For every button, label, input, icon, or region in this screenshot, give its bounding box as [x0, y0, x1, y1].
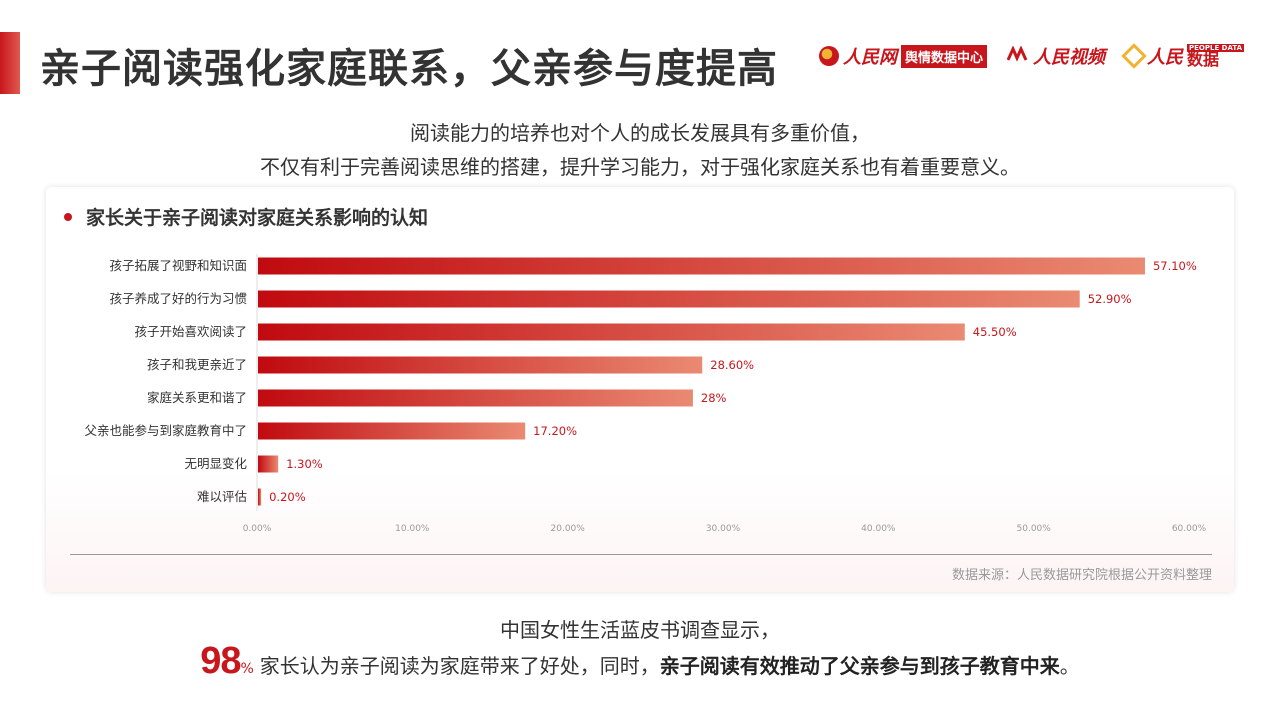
bar — [258, 290, 1080, 308]
people-video-logo: 人民视频 — [1006, 43, 1105, 69]
x-tick-label: 0.00% — [243, 524, 272, 534]
summary-text-plain: 家长认为亲子阅读为家庭带来了好处，同时， — [259, 654, 660, 678]
bar — [258, 488, 262, 506]
category-label: 孩子拓展了视野和知识面 — [109, 258, 247, 273]
category-label: 父亲也能参与到家庭教育中了 — [84, 423, 247, 438]
intro-line-1: 阅读能力的培养也对个人的成长发展具有多重价值， — [410, 121, 870, 145]
value-label: 52.90% — [1088, 292, 1132, 306]
x-tick-label: 50.00% — [1017, 524, 1052, 534]
summary-line-1: 中国女性生活蓝皮书调查显示， — [500, 618, 780, 642]
people-video-mark-icon — [1006, 45, 1029, 66]
people-cn-logo-text: 人民网 — [842, 47, 897, 68]
x-tick-label: 60.00% — [1172, 524, 1207, 534]
bullet-dot-icon — [64, 213, 72, 221]
people-data-logo-text: 数据 — [1186, 50, 1219, 69]
summary-text-end: 。 — [1059, 654, 1080, 678]
category-label: 孩子养成了好的行为习惯 — [109, 291, 247, 306]
yuqing-logo-box: 舆情数据中心 — [900, 44, 987, 68]
x-tick-label: 40.00% — [861, 524, 896, 534]
summary-percent-sign: % — [240, 661, 254, 677]
bar — [258, 257, 1145, 275]
value-label: 45.50% — [973, 325, 1017, 339]
logo-group: 人民网 舆情数据中心 人民视频 人民 PEOPLE DATA 数据 — [818, 40, 1244, 72]
people-cn-mark-icon — [818, 46, 839, 66]
bar — [258, 455, 279, 473]
summary-line-2: 98% 家长认为亲子阅读为家庭带来了好处，同时，亲子阅读有效推动了父亲参与到孩子教… — [0, 640, 1280, 683]
value-label: 1.30% — [286, 457, 323, 471]
category-label: 无明显变化 — [184, 456, 247, 471]
people-data-logo: 人民 PEOPLE DATA 数据 — [1121, 43, 1244, 69]
card-divider — [70, 554, 1212, 555]
category-label: 难以评估 — [197, 489, 247, 504]
category-label: 孩子开始喜欢阅读了 — [134, 324, 247, 339]
title-accent-bar — [0, 32, 20, 94]
people-data-logo-small: PEOPLE DATA — [1186, 44, 1244, 52]
value-label: 28% — [701, 391, 727, 405]
chart-card: 家长关于亲子阅读对家庭关系影响的认知 孩子拓展了视野和知识面 57.10% 孩子养成… — [46, 187, 1234, 592]
summary-text-bold: 亲子阅读有效推动了父亲参与到孩子教育中来 — [659, 654, 1060, 678]
category-label: 孩子和我更亲近了 — [147, 357, 247, 372]
bar — [258, 389, 693, 407]
value-label: 57.10% — [1153, 259, 1197, 273]
value-label: 28.60% — [710, 358, 754, 372]
bar — [258, 422, 526, 440]
category-label: 家庭关系更和谐了 — [147, 390, 247, 405]
x-tick-label: 20.00% — [551, 524, 586, 534]
x-tick-label: 10.00% — [395, 524, 430, 534]
chart-title: 家长关于亲子阅读对家庭关系影响的认知 — [86, 207, 429, 229]
data-source-note: 数据来源：人民数据研究院根据公开资料整理 — [951, 568, 1212, 583]
bar — [258, 323, 965, 341]
value-label: 17.20% — [533, 424, 577, 438]
page-title: 亲子阅读强化家庭联系，父亲参与度提高 — [40, 46, 778, 92]
summary-big-number: 98 — [200, 640, 241, 682]
people-data-logo-script: 人民 — [1146, 47, 1183, 68]
x-tick-label: 30.00% — [706, 524, 741, 534]
people-cn-logo: 人民网 舆情数据中心 — [818, 43, 987, 69]
people-video-logo-text: 人民视频 — [1032, 47, 1105, 68]
bar — [258, 356, 703, 374]
value-label: 0.20% — [269, 490, 306, 504]
people-data-mark-icon — [1121, 43, 1147, 69]
intro-line-2: 不仅有利于完善阅读思维的搭建，提升学习能力，对于强化家庭关系也有着重要意义。 — [260, 155, 1020, 179]
bar-chart: 孩子拓展了视野和知识面 57.10% 孩子养成了好的行为习惯 52.90% 孩子开始喜欢… — [84, 254, 1207, 534]
